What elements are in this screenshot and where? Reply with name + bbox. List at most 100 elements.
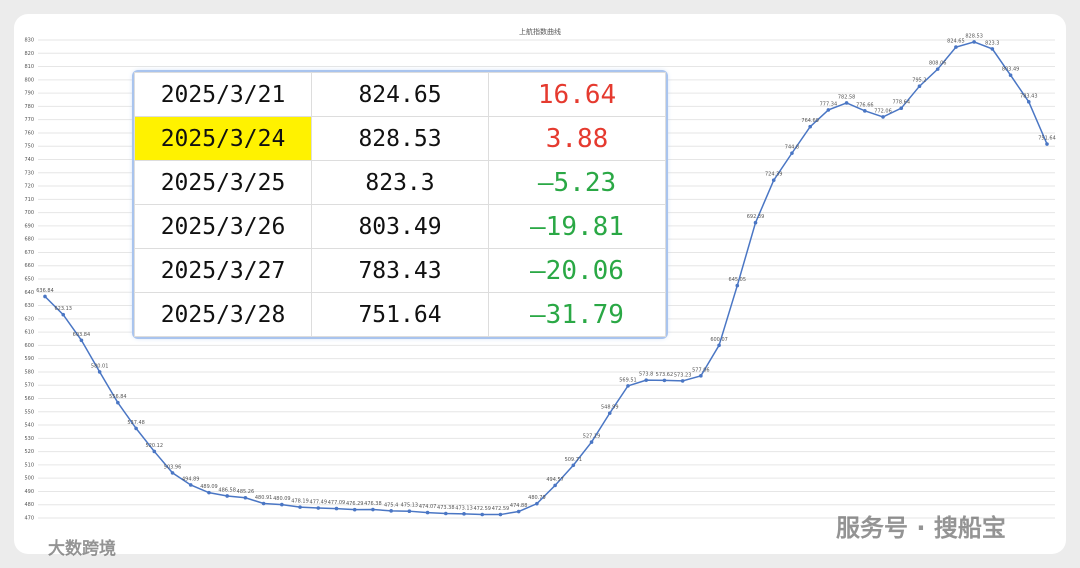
data-label: 548.99 (601, 405, 619, 411)
data-point (826, 108, 831, 112)
table-cell: 828.53 (311, 116, 489, 161)
data-label: 472.59 (492, 506, 510, 512)
y-tick-label: 770 (24, 117, 34, 123)
y-tick-label: 810 (24, 64, 34, 70)
data-point (607, 411, 612, 415)
data-point (225, 494, 229, 498)
table-cell: 2025/3/21 (134, 72, 312, 117)
data-point (444, 511, 448, 516)
data-label: 777.34 (820, 101, 838, 107)
data-label: 573.8 (639, 372, 653, 378)
data-point (1045, 142, 1049, 146)
table-row: 2025/3/24 828.53 3.88 (134, 116, 666, 161)
data-label: 569.51 (619, 377, 637, 383)
data-label: 764.69 (801, 118, 819, 124)
data-point (735, 283, 740, 288)
data-point (480, 512, 485, 517)
data-label: 489.09 (200, 484, 218, 490)
data-point (425, 510, 430, 515)
data-point (207, 490, 211, 495)
data-point (717, 343, 721, 348)
table-cell: —19.81 (488, 204, 666, 249)
data-point (97, 370, 102, 374)
y-tick-label: 620 (24, 316, 34, 322)
data-point (116, 400, 120, 405)
data-point (863, 109, 867, 113)
series-line (44, 41, 1048, 516)
data-label: 724.39 (765, 172, 783, 178)
table-cell: 783.43 (311, 248, 489, 293)
watermark: 大数跨境 (48, 539, 116, 559)
y-tick-label: 530 (24, 436, 34, 442)
data-label: 509.71 (565, 457, 583, 463)
data-point (1008, 73, 1013, 77)
data-point (61, 312, 66, 317)
y-tick-label: 580 (24, 369, 34, 375)
data-label: 494.57 (546, 477, 564, 483)
y-tick-label: 520 (24, 449, 34, 455)
y-tick-label: 800 (24, 77, 34, 83)
data-point (917, 84, 922, 89)
table-cell: 3.88 (488, 116, 666, 161)
data-label: 580.01 (91, 363, 109, 369)
data-point (626, 384, 630, 388)
table-cell: 2025/3/24 (134, 116, 312, 161)
table-cell: 823.3 (311, 160, 489, 205)
y-tick-label: 760 (24, 130, 34, 136)
table-cell: 2025/3/26 (134, 204, 312, 249)
y-tick-label: 670 (24, 250, 34, 256)
y-tick-label: 490 (24, 489, 34, 495)
data-table: 2025/3/21 824.65 16.64 2025/3/24 828.53 3.88 2… (134, 72, 666, 337)
data-label: 476.38 (364, 501, 382, 507)
table-cell: —31.79 (488, 292, 666, 337)
y-tick-label: 550 (24, 409, 34, 415)
table-cell: 803.49 (311, 204, 489, 249)
y-tick-label: 650 (24, 277, 34, 283)
y-tick-label: 780 (24, 104, 34, 110)
data-label: 486.58 (218, 487, 236, 493)
data-label: 824.65 (947, 39, 965, 45)
y-tick-label: 610 (24, 330, 34, 336)
y-tick-label: 510 (24, 462, 34, 468)
data-point (43, 294, 47, 299)
y-tick-label: 480 (24, 502, 34, 508)
data-point (808, 124, 812, 129)
table-cell: 2025/3/27 (134, 248, 312, 293)
data-label: 603.84 (73, 332, 91, 338)
y-tick-label: 690 (24, 223, 34, 229)
data-label: 520.12 (146, 443, 164, 449)
y-tick-label: 730 (24, 170, 34, 176)
data-label: 782.58 (838, 94, 856, 100)
y-tick-label: 740 (24, 157, 34, 163)
data-label: 480.09 (273, 496, 291, 502)
data-label: 478.19 (291, 499, 309, 505)
data-point (298, 505, 302, 509)
data-label: 480.91 (255, 495, 273, 501)
data-point (152, 449, 157, 454)
data-label: 485.26 (237, 489, 255, 495)
y-tick-label: 640 (24, 290, 34, 296)
data-point (389, 509, 393, 513)
data-label: 494.89 (182, 476, 200, 482)
data-point (280, 502, 284, 507)
y-tick-label: 590 (24, 356, 34, 362)
data-label: 573.62 (656, 372, 674, 378)
data-label: 473.13 (455, 505, 473, 511)
data-point (535, 501, 539, 506)
y-tick-label: 560 (24, 396, 34, 402)
data-point (79, 338, 84, 343)
data-point (261, 501, 266, 506)
table-cell: 2025/3/25 (134, 160, 312, 205)
table-row: 2025/3/28 751.64 —31.79 (134, 292, 666, 337)
y-tick-label: 790 (24, 91, 34, 97)
data-label: 751.64 (1038, 136, 1056, 142)
y-tick-label: 830 (24, 38, 34, 44)
table-row: 2025/3/26 803.49 —19.81 (134, 204, 666, 249)
data-point (771, 178, 776, 183)
data-point (990, 47, 995, 51)
data-label: 776.66 (856, 102, 874, 108)
data-label: 474.07 (419, 504, 437, 510)
table-cell: 824.65 (311, 72, 489, 117)
data-label: 503.96 (164, 464, 182, 470)
